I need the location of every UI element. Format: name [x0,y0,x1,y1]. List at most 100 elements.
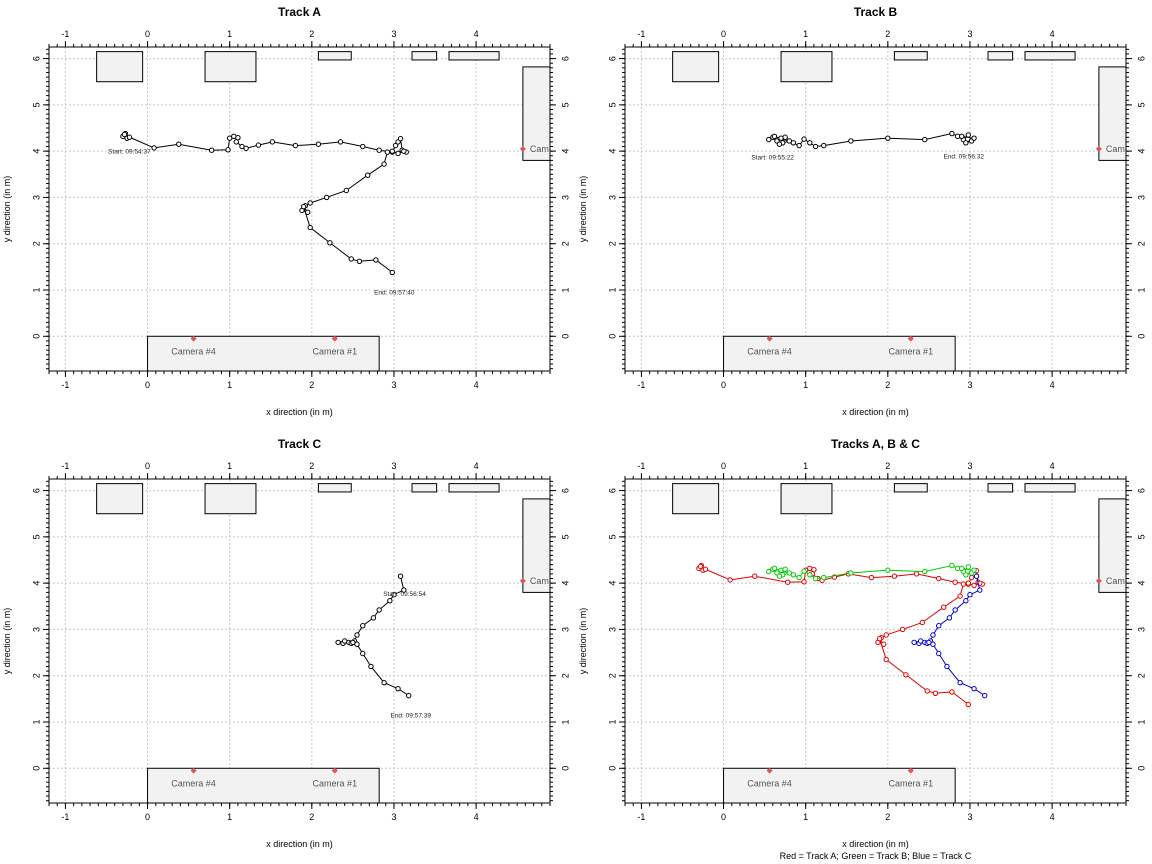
track-point [801,568,807,574]
y-tick-label-right: 6 [560,488,570,493]
track-point [401,148,407,154]
y-tick-label: 6 [31,56,41,61]
x-tick-label: 3 [967,380,972,390]
camera-label: Cam [1106,576,1125,586]
y-tick-label-right: 5 [1136,102,1146,107]
track-point [911,639,917,646]
axis-ticks: -1 -1 0 0 1 1 2 2 3 3 4 4 0 0 1 1 2 2 3 3 4 4 5 5 6 6 [31,461,570,822]
track-point [392,142,399,149]
x-tick-label: 2 [885,380,890,390]
track-point [327,240,333,246]
x-tick-label: 1 [227,812,232,822]
track-point [965,580,972,586]
camera-marker [1095,145,1102,152]
furniture-block [96,51,144,83]
track-point [381,679,387,686]
x-tick-label: -1 [61,812,69,822]
end-label: End: 09:57:40 [374,289,415,296]
track-point [176,141,182,147]
x-tick-label: 3 [967,812,972,822]
x-tick-label-top: 0 [145,29,150,39]
track-point [269,139,276,145]
y-tick-label: 5 [607,534,617,539]
grid-lines [49,47,550,371]
track-point [883,656,889,663]
track-point [971,685,977,692]
x-tick-label-top: 1 [227,461,232,471]
track-point [848,570,854,576]
x-tick-label-top: -1 [637,461,645,471]
track-point [752,573,758,579]
track-point [821,142,827,149]
track-point [913,571,920,577]
track-point [395,685,401,692]
track-point [812,143,819,150]
plot-frame [48,478,551,804]
track-point [343,187,350,194]
track-point [959,565,965,572]
track-point [395,150,401,157]
axis-ticks: -1 -1 0 0 1 1 2 2 3 3 4 4 0 0 1 1 2 2 3 3 4 4 5 5 6 6 [607,29,1146,390]
end-label: End: 09:57:39 [390,713,431,720]
track-point [790,572,797,578]
track-point [360,650,366,657]
furniture-block [317,483,352,493]
minor-ticks [622,44,1129,374]
minor-ticks [622,476,1129,806]
minor-ticks [46,44,553,374]
track-point [337,139,344,145]
track-point [924,688,930,694]
y-axis-label: y direction (in m) [2,176,12,243]
track-point [360,623,366,629]
y-tick-label-right: 0 [1136,766,1146,771]
y-tick-label-right: 5 [1136,534,1146,539]
track-point [965,132,972,138]
track-point [807,572,813,578]
track-point [702,566,709,572]
y-tick-label: 5 [607,102,617,107]
y-tick-label: 1 [31,719,41,724]
track-point [963,140,969,146]
x-tick-label: 1 [803,380,808,390]
track-series-1: Start: 09:55:22 End: 09:56:32 [751,130,984,162]
y-tick-label-right: 3 [560,627,570,632]
track-point [885,135,891,141]
camera-label: Camera #4 [171,779,216,789]
chart-title: Tracks A, B & C [831,437,920,451]
y-tick-label-right: 1 [1136,287,1146,292]
track-point [971,135,977,141]
track-point [922,568,928,575]
track-point [307,224,313,231]
x-tick-label-top: 3 [967,461,972,471]
x-tick-label: 0 [145,380,150,390]
track-point [364,172,371,178]
y-tick-label-right: 1 [560,719,570,724]
x-axis-label: x direction (in m) [842,839,909,849]
track-point [389,148,396,154]
furniture-block [204,51,257,83]
y-tick-label-right: 4 [560,581,570,586]
y-tick-label-right: 2 [560,673,570,678]
x-tick-label: 1 [227,380,232,390]
y-tick-label-right: 1 [1136,719,1146,724]
camera-label: Cam [1106,144,1125,154]
chart-panel-2: Track B Camera #4 Camera #1 Cam Start: 09:55… [578,5,1146,417]
camera-marker [907,767,914,774]
track-point [300,203,307,210]
furniture-block [780,483,833,515]
camera-marker [190,335,197,342]
track-point [971,582,977,589]
start-label: Start: 09:54:37 [108,149,151,156]
x-tick-label: 0 [721,812,726,822]
y-tick-label-right: 4 [1136,149,1146,154]
x-tick-label-top: 2 [885,461,890,471]
y-tick-label-right: 0 [1136,334,1146,339]
track-point [790,140,797,146]
y-tick-label-right: 6 [1136,488,1146,493]
track-point [963,598,969,604]
camera-marker [766,767,773,774]
wall-zone [522,66,550,161]
track-point [796,574,802,581]
x-tick-label-top: 4 [1050,29,1055,39]
track-point [389,269,396,276]
